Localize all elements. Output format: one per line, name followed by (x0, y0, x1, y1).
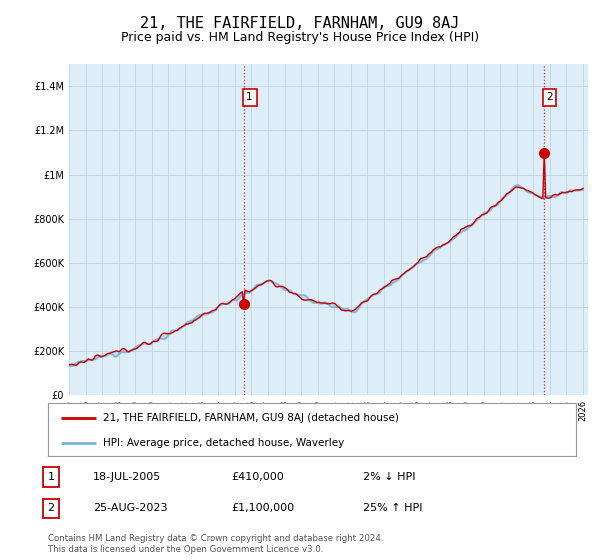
Text: £1,100,000: £1,100,000 (231, 503, 294, 514)
Text: HPI: Average price, detached house, Waverley: HPI: Average price, detached house, Wave… (103, 438, 344, 448)
Text: 2: 2 (47, 503, 55, 514)
Text: 1: 1 (246, 92, 253, 102)
Text: 21, THE FAIRFIELD, FARNHAM, GU9 8AJ (detached house): 21, THE FAIRFIELD, FARNHAM, GU9 8AJ (det… (103, 413, 400, 423)
Text: 25% ↑ HPI: 25% ↑ HPI (363, 503, 422, 514)
Text: Contains HM Land Registry data © Crown copyright and database right 2024.: Contains HM Land Registry data © Crown c… (48, 534, 383, 543)
Text: £410,000: £410,000 (231, 472, 284, 482)
Text: This data is licensed under the Open Government Licence v3.0.: This data is licensed under the Open Gov… (48, 545, 323, 554)
Text: 25-AUG-2023: 25-AUG-2023 (93, 503, 167, 514)
Text: 21, THE FAIRFIELD, FARNHAM, GU9 8AJ: 21, THE FAIRFIELD, FARNHAM, GU9 8AJ (140, 16, 460, 31)
Text: 2% ↓ HPI: 2% ↓ HPI (363, 472, 415, 482)
Text: Price paid vs. HM Land Registry's House Price Index (HPI): Price paid vs. HM Land Registry's House … (121, 31, 479, 44)
Text: 2: 2 (546, 92, 553, 102)
Text: 18-JUL-2005: 18-JUL-2005 (93, 472, 161, 482)
Text: 1: 1 (47, 472, 55, 482)
